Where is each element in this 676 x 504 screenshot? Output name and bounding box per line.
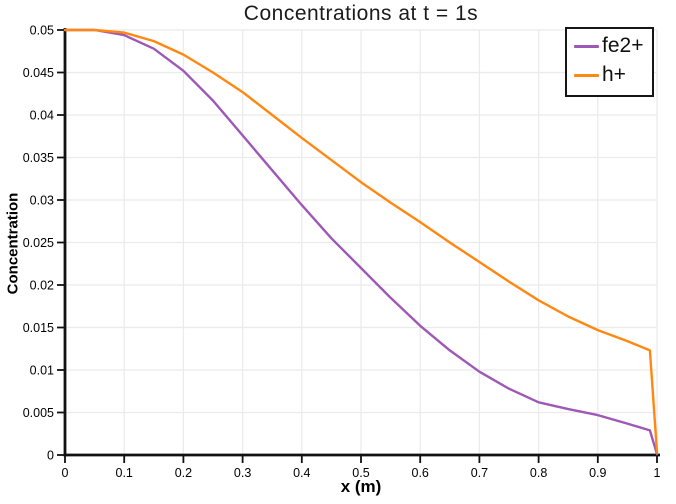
legend-item-h: h+ — [574, 61, 643, 89]
x-tick-label: 0.1 — [116, 466, 133, 480]
x-tick-label: 0.6 — [412, 466, 429, 480]
legend-swatch-fe2-icon — [574, 44, 599, 48]
x-tick-label: 0 — [62, 466, 69, 480]
x-tick-label: 0.8 — [530, 466, 547, 480]
x-tick-label: 0.7 — [471, 466, 488, 480]
x-tick-label: 1 — [654, 466, 661, 480]
y-tick-label: 0.03 — [30, 193, 54, 207]
x-tick-label: 0.3 — [234, 466, 251, 480]
legend-item-fe2: fe2+ — [574, 32, 643, 60]
y-tick-label: 0.005 — [23, 406, 54, 420]
legend-label-h: h+ — [602, 63, 626, 87]
y-tick-label: 0.05 — [30, 23, 54, 37]
legend: fe2+ h+ — [565, 27, 655, 97]
x-tick-label: 0.5 — [352, 466, 369, 480]
x-tick-label: 0.4 — [293, 466, 310, 480]
y-tick-label: 0.025 — [23, 236, 54, 250]
x-axis-label: x (m) — [340, 477, 382, 496]
x-tick-label: 0.9 — [589, 466, 606, 480]
legend-swatch-h-icon — [574, 74, 599, 78]
chart-title: Concentrations at t = 1s — [243, 2, 479, 25]
legend-label-fe2: fe2+ — [602, 34, 644, 57]
y-tick-label: 0.02 — [30, 278, 54, 292]
y-tick-label: 0.035 — [23, 151, 54, 165]
y-tick-label: 0.015 — [23, 321, 54, 335]
y-tick-label: 0.01 — [30, 363, 54, 377]
series-line-h+ — [63, 28, 659, 454]
series-line-fe2+ — [63, 28, 659, 456]
y-tick-label: 0.04 — [30, 108, 54, 122]
y-tick-label: 0.045 — [23, 66, 54, 80]
x-tick-label: 0.2 — [175, 466, 192, 480]
y-tick-label: 0 — [47, 448, 54, 462]
y-axis-label: Concentration — [4, 192, 22, 295]
